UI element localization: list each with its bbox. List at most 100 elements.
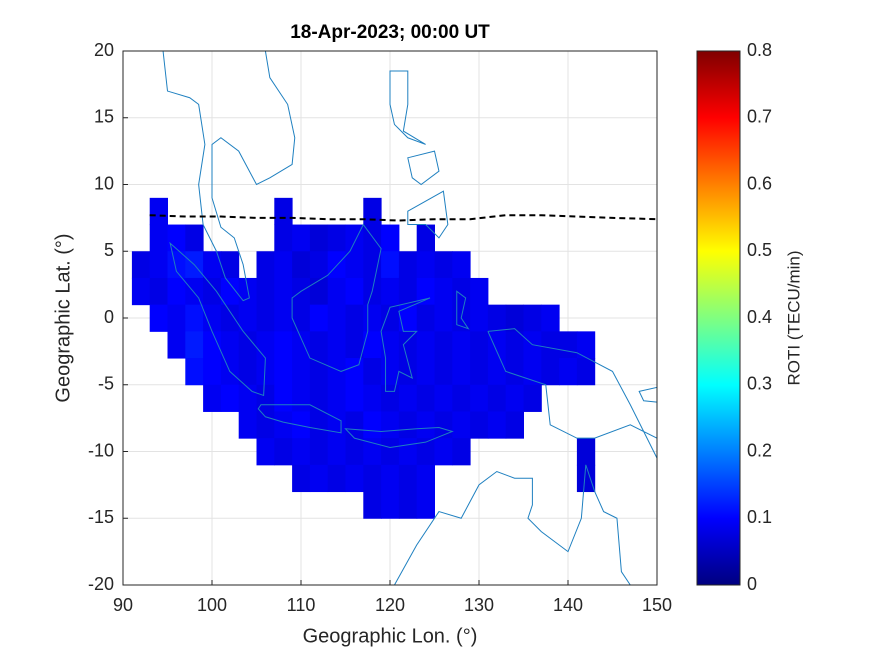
roti-cell (185, 304, 204, 332)
roti-cell (363, 304, 382, 332)
roti-cell (381, 224, 400, 252)
roti-cell (309, 224, 329, 252)
roti-cell (505, 331, 524, 359)
roti-cell (327, 304, 346, 332)
roti-cell (452, 438, 471, 466)
roti-cell (470, 411, 489, 439)
roti-cell (398, 384, 418, 412)
roti-cell (292, 358, 311, 386)
roti-cell (434, 277, 453, 306)
roti-cell (505, 304, 524, 332)
roti-cell (398, 304, 418, 332)
roti-cells (131, 197, 596, 519)
roti-cell (327, 384, 346, 412)
roti-cell (523, 384, 542, 412)
colorbar-tick-label: 0.7 (747, 107, 772, 127)
roti-cell (434, 358, 453, 386)
colorbar-tick-label: 0.1 (747, 507, 772, 527)
coast-java (258, 405, 341, 433)
roti-cell (505, 358, 524, 386)
roti-cell (434, 304, 453, 332)
roti-cell (381, 491, 400, 519)
colorbar-tick-label: 0.8 (747, 40, 772, 60)
roti-cell (309, 438, 329, 466)
roti-cell (309, 411, 329, 439)
roti-cell (309, 464, 329, 493)
coast-sumatra (170, 243, 265, 395)
roti-cell (345, 384, 364, 412)
roti-cell (345, 304, 364, 332)
roti-cell (149, 197, 168, 226)
roti-cell (576, 464, 596, 493)
roti-cell (220, 331, 240, 359)
x-tick-label: 130 (464, 595, 494, 615)
coast-lesser-sunda (345, 427, 452, 447)
roti-cell (381, 464, 400, 493)
roti-cell (398, 277, 418, 306)
roti-cell (167, 304, 186, 332)
roti-cell (416, 331, 435, 359)
roti-cell (345, 251, 364, 279)
roti-cell (292, 251, 311, 279)
roti-cell (327, 438, 346, 466)
roti-cell (363, 331, 382, 359)
roti-cell (345, 277, 364, 306)
ticks: 90 100 110 120 130 140 150 -20 -15 -10 -5 0 5 10 15 20 0… (88, 40, 772, 615)
colorbar-tick-label: 0.6 (747, 173, 772, 193)
roti-cell (203, 251, 222, 279)
roti-cell (274, 251, 293, 279)
roti-cell (185, 358, 204, 386)
x-tick-label: 150 (642, 595, 672, 615)
roti-cell (292, 411, 311, 439)
roti-cell (327, 277, 346, 306)
y-tick-label: -15 (88, 507, 114, 527)
roti-cell (416, 277, 435, 306)
roti-cell (487, 411, 507, 439)
roti-cell (452, 251, 471, 279)
coastlines (163, 51, 657, 585)
roti-cell (185, 277, 204, 306)
x-axis-label: Geographic Lon. (°) (303, 625, 478, 647)
roti-cell (434, 384, 453, 412)
roti-cell (416, 464, 435, 493)
roti-cell (167, 277, 186, 306)
roti-cell (167, 224, 186, 252)
roti-cell (363, 384, 382, 412)
roti-cell (470, 358, 489, 386)
roti-cell (292, 464, 311, 493)
roti-cell (149, 277, 168, 306)
y-tick-label: -10 (88, 440, 114, 460)
roti-cell (416, 251, 435, 279)
roti-cell (559, 358, 578, 386)
y-tick-label: -5 (98, 374, 114, 394)
roti-cell (363, 358, 382, 386)
roti-cell (470, 304, 489, 332)
y-tick-label: 5 (104, 240, 114, 260)
roti-cell (238, 331, 257, 359)
roti-cell (167, 251, 186, 279)
roti-cell (416, 224, 435, 252)
roti-cell (416, 491, 435, 519)
roti-cell (256, 277, 275, 306)
roti-cell (416, 358, 435, 386)
roti-cell (292, 224, 311, 252)
coast-sulawesi (381, 298, 430, 391)
roti-cell (220, 304, 240, 332)
x-tick-label: 90 (113, 595, 133, 615)
roti-cell (363, 464, 382, 493)
roti-cell (434, 411, 453, 439)
roti-cell (381, 331, 400, 359)
colorbar-tick-label: 0.5 (747, 240, 772, 260)
roti-cell (345, 464, 364, 493)
roti-cell (274, 411, 293, 439)
roti-cell (487, 384, 507, 412)
roti-cell (256, 251, 275, 279)
roti-cell (238, 358, 257, 386)
roti-cell (398, 411, 418, 439)
roti-cell (292, 331, 311, 359)
roti-cell (220, 277, 240, 306)
roti-cell (220, 251, 240, 279)
roti-cell (131, 277, 151, 306)
roti-cell (256, 358, 275, 386)
roti-cell (470, 331, 489, 359)
